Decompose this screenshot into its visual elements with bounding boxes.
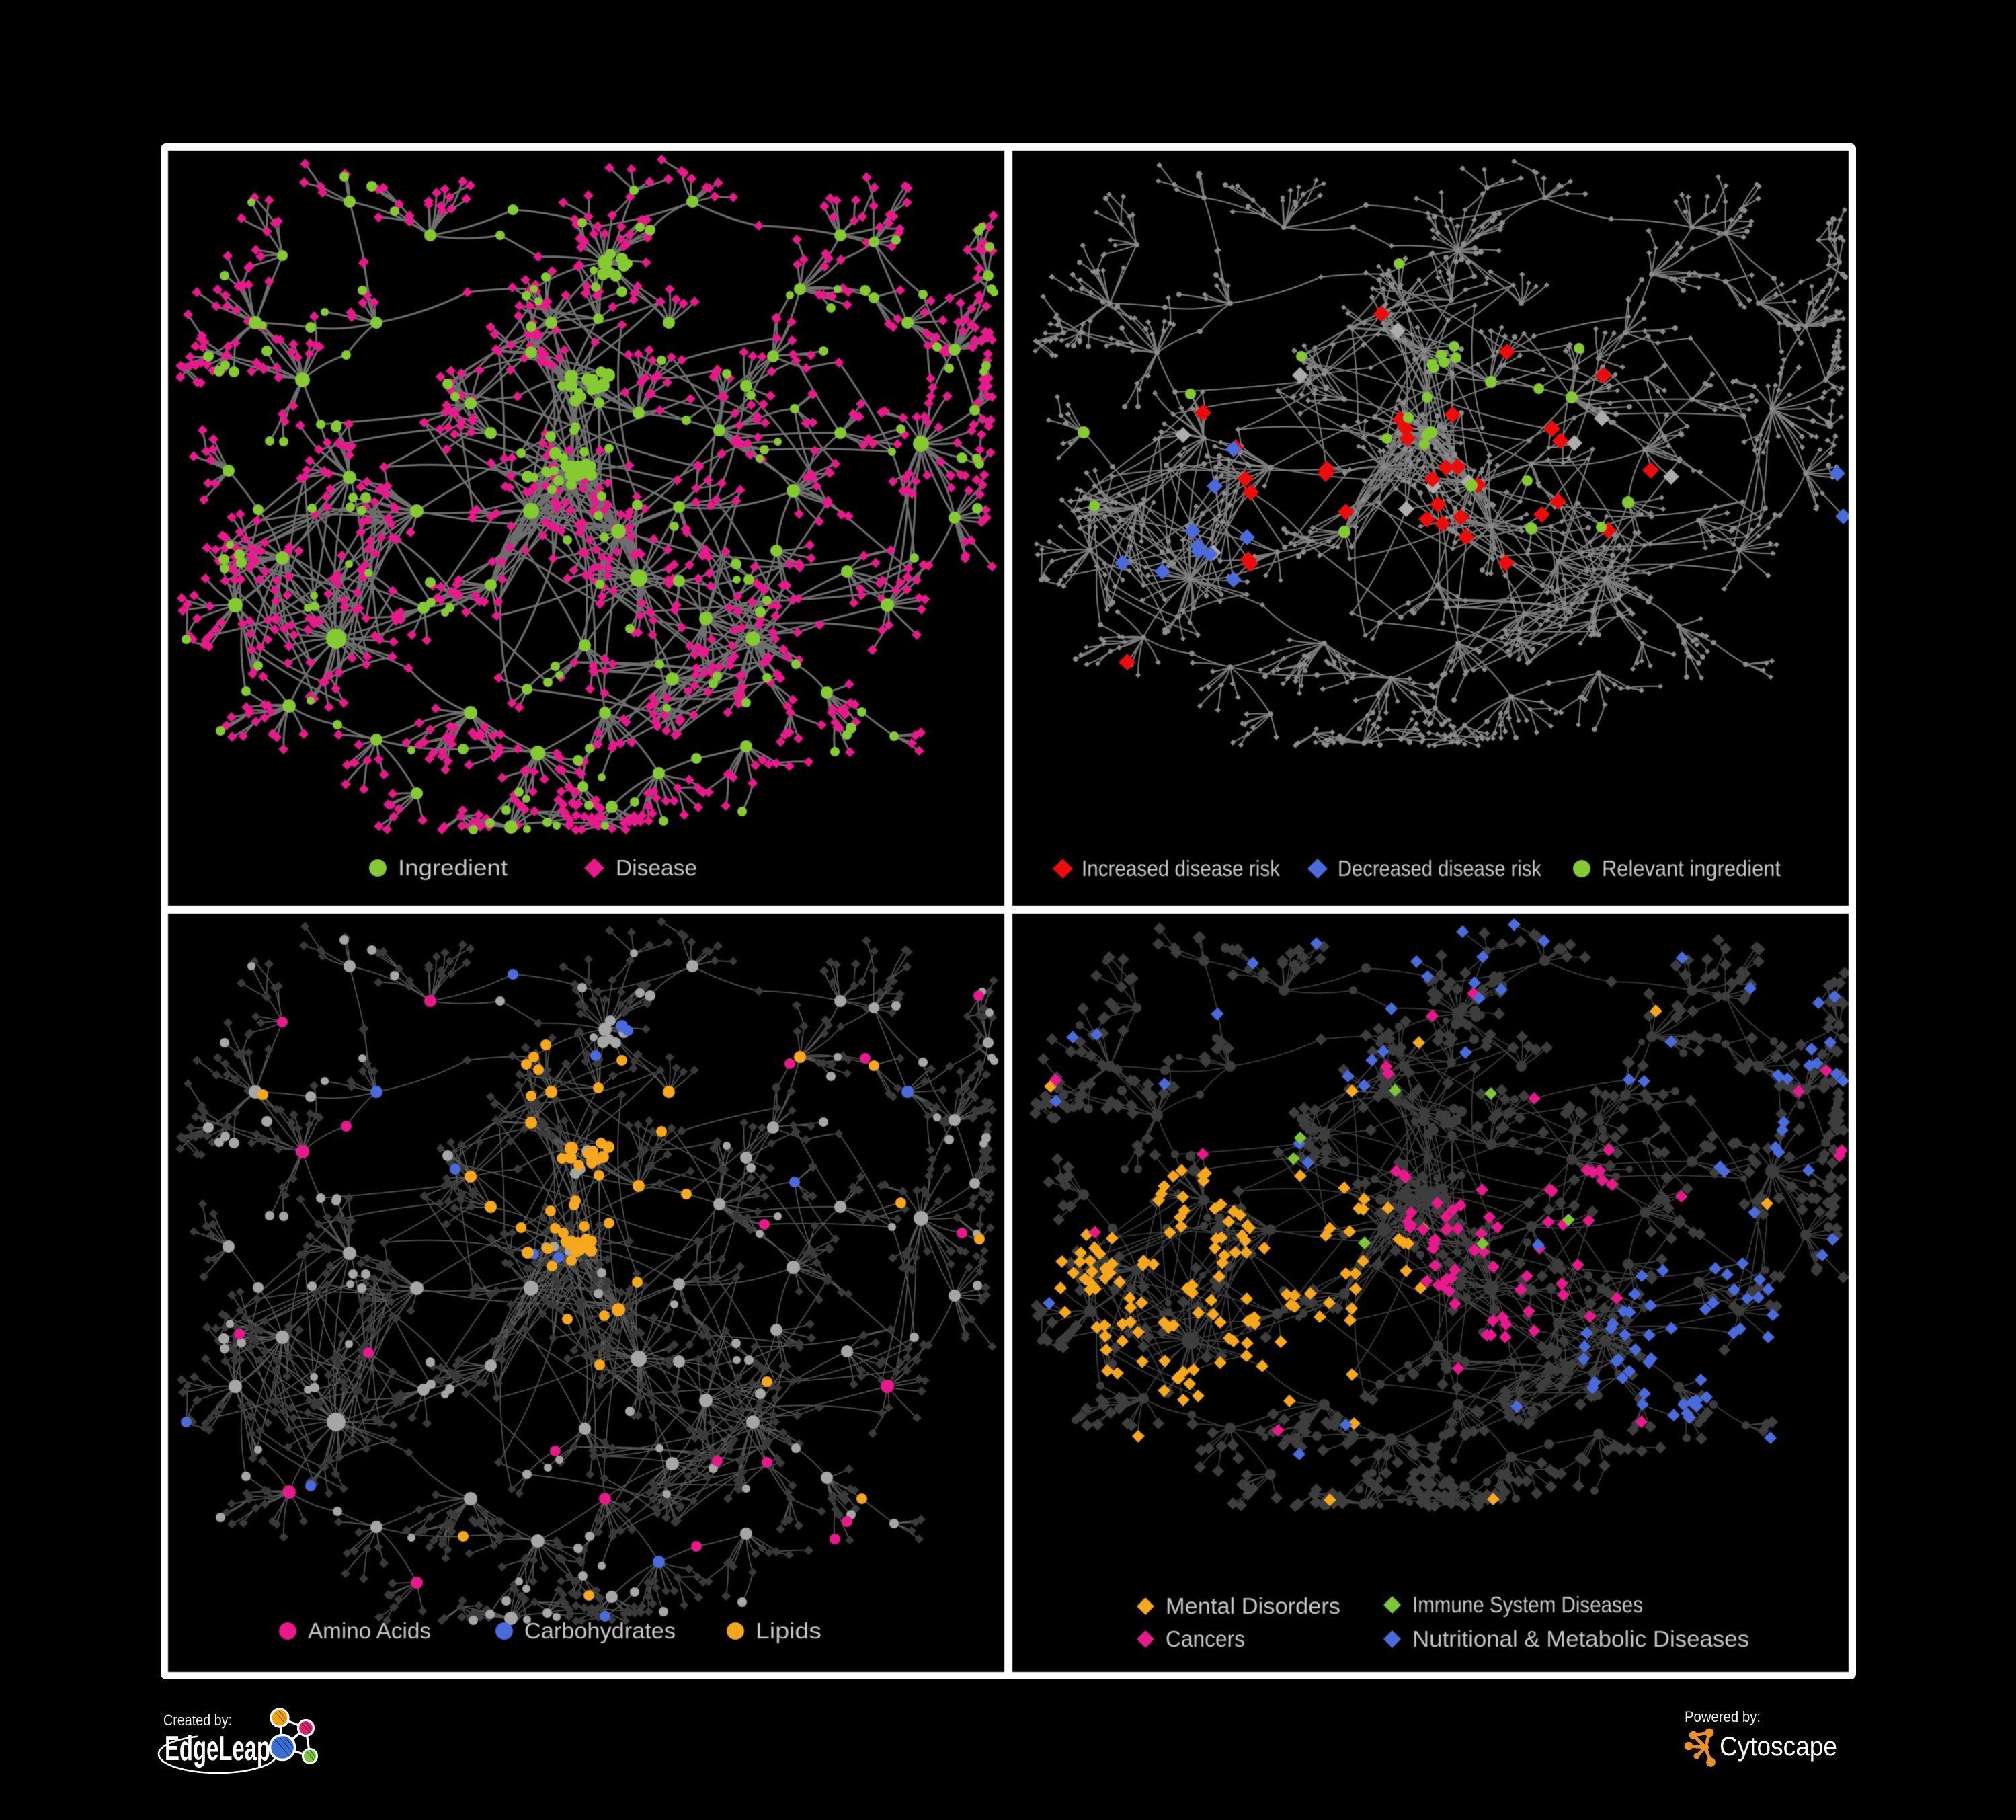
svg-text:Powered by:: Powered by: bbox=[1685, 1708, 1761, 1725]
svg-text:Amino Acids: Amino Acids bbox=[308, 1618, 431, 1643]
svg-text:Created by:: Created by: bbox=[163, 1712, 232, 1729]
svg-text:Disease: Disease bbox=[616, 855, 697, 880]
svg-text:Relevant ingredient: Relevant ingredient bbox=[1602, 856, 1781, 881]
svg-text:Increased disease risk: Increased disease risk bbox=[1082, 856, 1280, 881]
svg-text:Immune System Diseases: Immune System Diseases bbox=[1412, 1592, 1643, 1617]
svg-text:Carbohydrates: Carbohydrates bbox=[524, 1618, 676, 1643]
svg-text:Cancers: Cancers bbox=[1166, 1626, 1245, 1651]
svg-text:Ingredient: Ingredient bbox=[398, 855, 508, 880]
svg-text:Decreased disease risk: Decreased disease risk bbox=[1338, 856, 1541, 881]
svg-text:Nutritional & Metabolic Diseas: Nutritional & Metabolic Diseases bbox=[1412, 1626, 1749, 1651]
svg-text:Mental Disorders: Mental Disorders bbox=[1166, 1593, 1340, 1618]
svg-text:Cytoscape: Cytoscape bbox=[1720, 1732, 1837, 1762]
svg-text:Lipids: Lipids bbox=[756, 1618, 821, 1643]
svg-text:EdgeLeap: EdgeLeap bbox=[165, 1729, 270, 1768]
